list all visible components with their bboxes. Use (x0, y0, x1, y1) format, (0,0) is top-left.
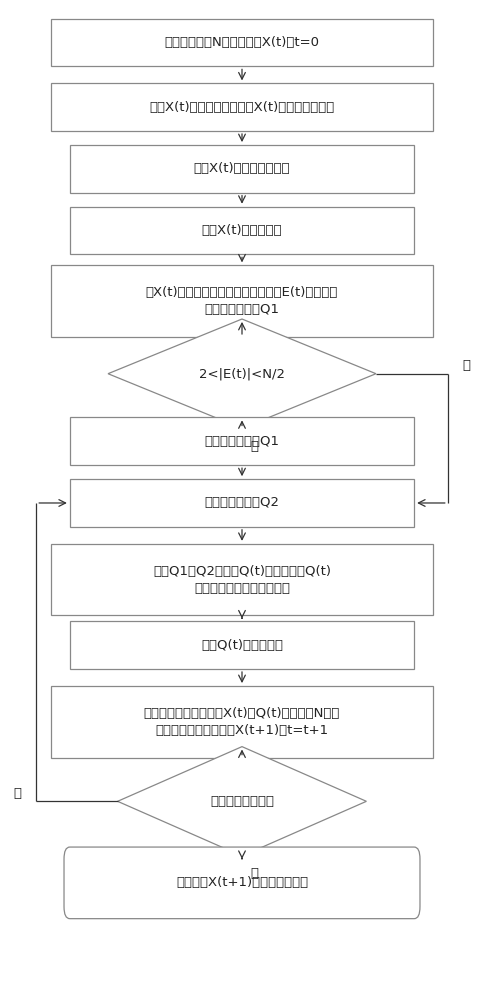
Text: 生成第二新种群Q2: 生成第二新种群Q2 (205, 496, 279, 509)
Text: 计算X(t)的罚函数值，判断X(t)中个体的可行性: 计算X(t)的罚函数值，判断X(t)中个体的可行性 (150, 101, 334, 114)
Text: 否: 否 (463, 359, 471, 372)
FancyBboxPatch shape (70, 145, 414, 193)
Text: 输出种群X(t+1)中所以非支配解: 输出种群X(t+1)中所以非支配解 (176, 876, 308, 889)
FancyBboxPatch shape (70, 207, 414, 254)
Text: 合并Q1和Q2为种群Q(t)，判断种群Q(t)
的可行性，修复不可行个体: 合并Q1和Q2为种群Q(t)，判断种群Q(t) 的可行性，修复不可行个体 (153, 565, 331, 595)
Text: 2<|E(t)|<N/2: 2<|E(t)|<N/2 (199, 367, 285, 380)
Text: 更新第一新种群Q1: 更新第一新种群Q1 (205, 435, 279, 448)
FancyBboxPatch shape (51, 265, 433, 337)
Polygon shape (108, 319, 376, 428)
Text: 否: 否 (13, 787, 21, 800)
Text: 利用快速非支配排序从X(t)和Q(t)中选择前N个好
的个体进入下一代种群X(t+1)，t=t+1: 利用快速非支配排序从X(t)和Q(t)中选择前N个好 的个体进入下一代种群X(t… (144, 707, 340, 737)
Text: 修复X(t)中的不可行个体: 修复X(t)中的不可行个体 (194, 162, 290, 175)
FancyBboxPatch shape (51, 83, 433, 131)
FancyBboxPatch shape (51, 686, 433, 758)
Text: 是: 是 (250, 440, 258, 453)
Text: 计算X(t)的适应度值: 计算X(t)的适应度值 (202, 224, 282, 237)
Text: 将X(t)中非支配个体放入非支配种群E(t)中，生成
空的第一新种群Q1: 将X(t)中非支配个体放入非支配种群E(t)中，生成 空的第一新种群Q1 (146, 286, 338, 316)
Polygon shape (118, 747, 366, 856)
Text: 是: 是 (250, 867, 258, 880)
FancyBboxPatch shape (51, 544, 433, 615)
FancyBboxPatch shape (70, 621, 414, 669)
FancyBboxPatch shape (64, 847, 420, 919)
FancyBboxPatch shape (51, 19, 433, 66)
FancyBboxPatch shape (70, 479, 414, 527)
FancyBboxPatch shape (70, 417, 414, 465)
Text: 初始化大小为N的父代种群X(t)，t=0: 初始化大小为N的父代种群X(t)，t=0 (165, 36, 319, 49)
Text: 计算Q(t)的适应度值: 计算Q(t)的适应度值 (201, 639, 283, 652)
Text: 是否达到最大代数: 是否达到最大代数 (210, 795, 274, 808)
